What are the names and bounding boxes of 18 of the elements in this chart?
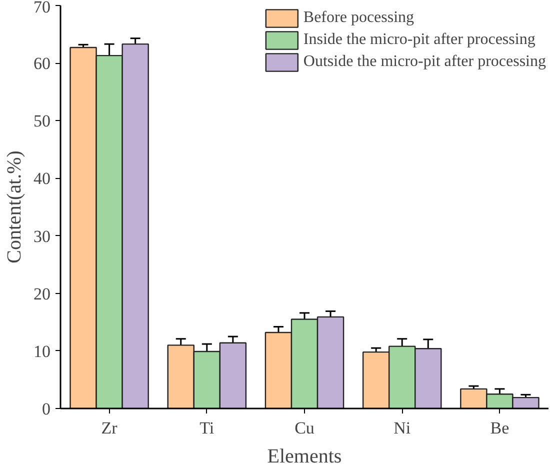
legend-label: Outside the micro-pit after processing bbox=[303, 53, 546, 71]
legend-label: Inside the micro-pit after processing bbox=[303, 31, 536, 49]
x-tick-label: Ti bbox=[200, 418, 214, 438]
y-tick-label: 30 bbox=[34, 226, 50, 246]
x-tick-label: Cu bbox=[294, 418, 315, 438]
y-tick-label: 0 bbox=[42, 400, 50, 418]
y-tick-label: 60 bbox=[34, 54, 50, 74]
legend-label: Before pocessing bbox=[303, 9, 414, 27]
x-tick-label: Ni bbox=[394, 418, 411, 438]
y-tick-label: 70 bbox=[34, 0, 50, 16]
x-tick-label: Be bbox=[490, 418, 510, 438]
x-axis-title: Elements bbox=[267, 446, 342, 468]
y-tick-label: 10 bbox=[34, 342, 50, 361]
y-axis-title: Content(at.%) bbox=[4, 150, 26, 264]
x-tick-label: Zr bbox=[101, 418, 118, 438]
y-tick-label: 50 bbox=[34, 112, 50, 131]
y-tick-label: 20 bbox=[34, 284, 50, 304]
y-tick-label: 40 bbox=[34, 169, 50, 188]
